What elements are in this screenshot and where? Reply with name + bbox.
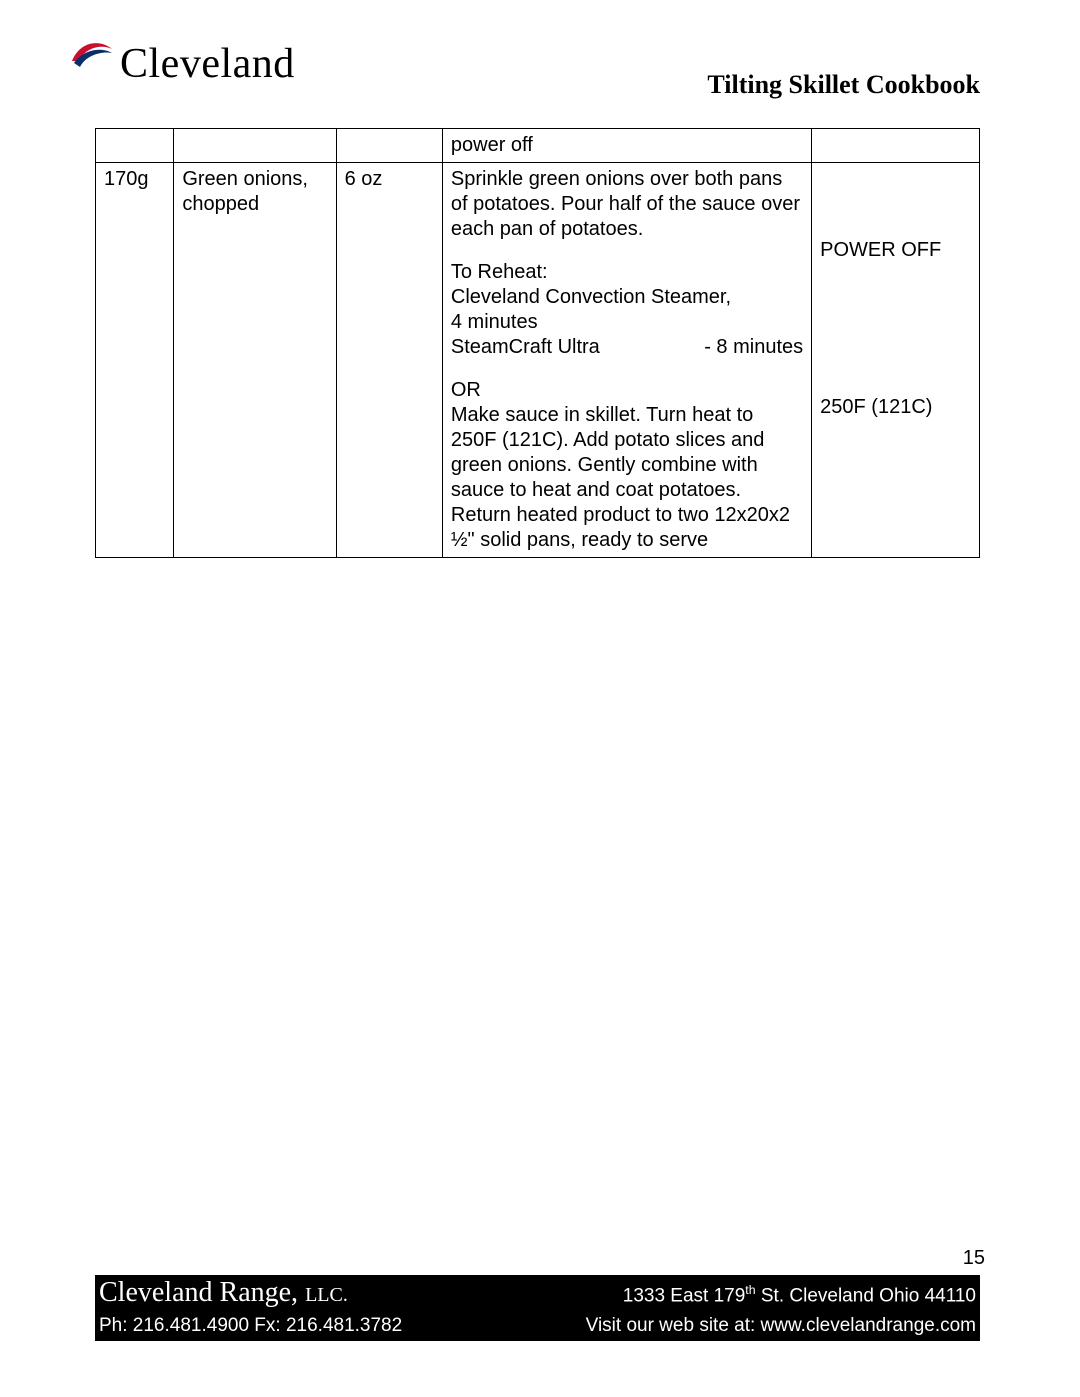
cell-procedure: power off — [442, 129, 811, 163]
procedure-paragraph: ORMake sauce in skillet. Turn heat to 25… — [451, 378, 803, 553]
page-number: 15 — [963, 1247, 985, 1270]
content-area: power off 170gGreen onions, chopped6 ozSp… — [95, 128, 980, 558]
footer-row-2: Ph: 216.481.4900 Fx: 216.481.3782 Visit … — [95, 1313, 980, 1341]
procedure-line: Cleveland Convection Steamer, — [451, 285, 803, 310]
procedure-line: Make sauce in skillet. Turn heat to 250F… — [451, 403, 803, 553]
page-footer: Cleveland Range, LLC. 1333 East 179th St… — [95, 1275, 980, 1341]
procedure-line: SteamCraft Ultra - 8 minutes — [451, 335, 803, 360]
company-name: Cleveland Range, LLC. — [99, 1277, 348, 1309]
cell-metric — [96, 129, 174, 163]
recipe-table: power off 170gGreen onions, chopped6 ozSp… — [95, 128, 980, 558]
swoosh-icon — [70, 39, 114, 69]
procedure-line-right: - 8 minutes — [704, 335, 803, 360]
table-row: 170gGreen onions, chopped6 ozSprinkle gr… — [96, 163, 980, 558]
address-sup: th — [745, 1283, 755, 1297]
cell-setting — [812, 129, 980, 163]
document-title: Tilting Skillet Cookbook — [707, 70, 980, 100]
cell-imperial — [336, 129, 442, 163]
procedure-paragraph: power off — [451, 133, 803, 158]
address-post: St. Cleveland Ohio 44110 — [756, 1285, 976, 1306]
procedure-paragraph: To Reheat:Cleveland Convection Steamer, … — [451, 260, 803, 360]
procedure-line: 4 minutes — [451, 310, 803, 335]
company-address: 1333 East 179th St. Cleveland Ohio 44110 — [623, 1283, 976, 1307]
company-name-main: Cleveland Range, — [99, 1277, 305, 1308]
procedure-line: OR — [451, 378, 803, 403]
procedure-paragraph: Sprinkle green onions over both pans of … — [451, 167, 803, 242]
address-pre: 1333 East 179 — [623, 1285, 746, 1306]
procedure-line-left: SteamCraft Ultra — [451, 335, 600, 360]
page-header: Cleveland Tilting Skillet Cookbook — [70, 40, 1010, 115]
procedure-line: To Reheat: — [451, 260, 803, 285]
cell-procedure: Sprinkle green onions over both pans of … — [442, 163, 811, 558]
phone-fax: Ph: 216.481.4900 Fx: 216.481.3782 — [99, 1315, 402, 1337]
company-name-suffix: LLC. — [305, 1284, 348, 1306]
footer-row-1: Cleveland Range, LLC. 1333 East 179th St… — [95, 1275, 980, 1313]
cell-setting: POWER OFF 250F (121C) — [812, 163, 980, 558]
cell-imperial: 6 oz — [336, 163, 442, 558]
cell-ingredient — [174, 129, 336, 163]
cell-ingredient: Green onions, chopped — [174, 163, 336, 558]
setting-value: 250F (121C) — [820, 395, 971, 420]
cell-metric: 170g — [96, 163, 174, 558]
website: Visit our web site at: www.clevelandrang… — [586, 1315, 976, 1337]
brand-name: Cleveland — [120, 40, 295, 88]
setting-value: POWER OFF — [820, 238, 971, 263]
table-row: power off — [96, 129, 980, 163]
